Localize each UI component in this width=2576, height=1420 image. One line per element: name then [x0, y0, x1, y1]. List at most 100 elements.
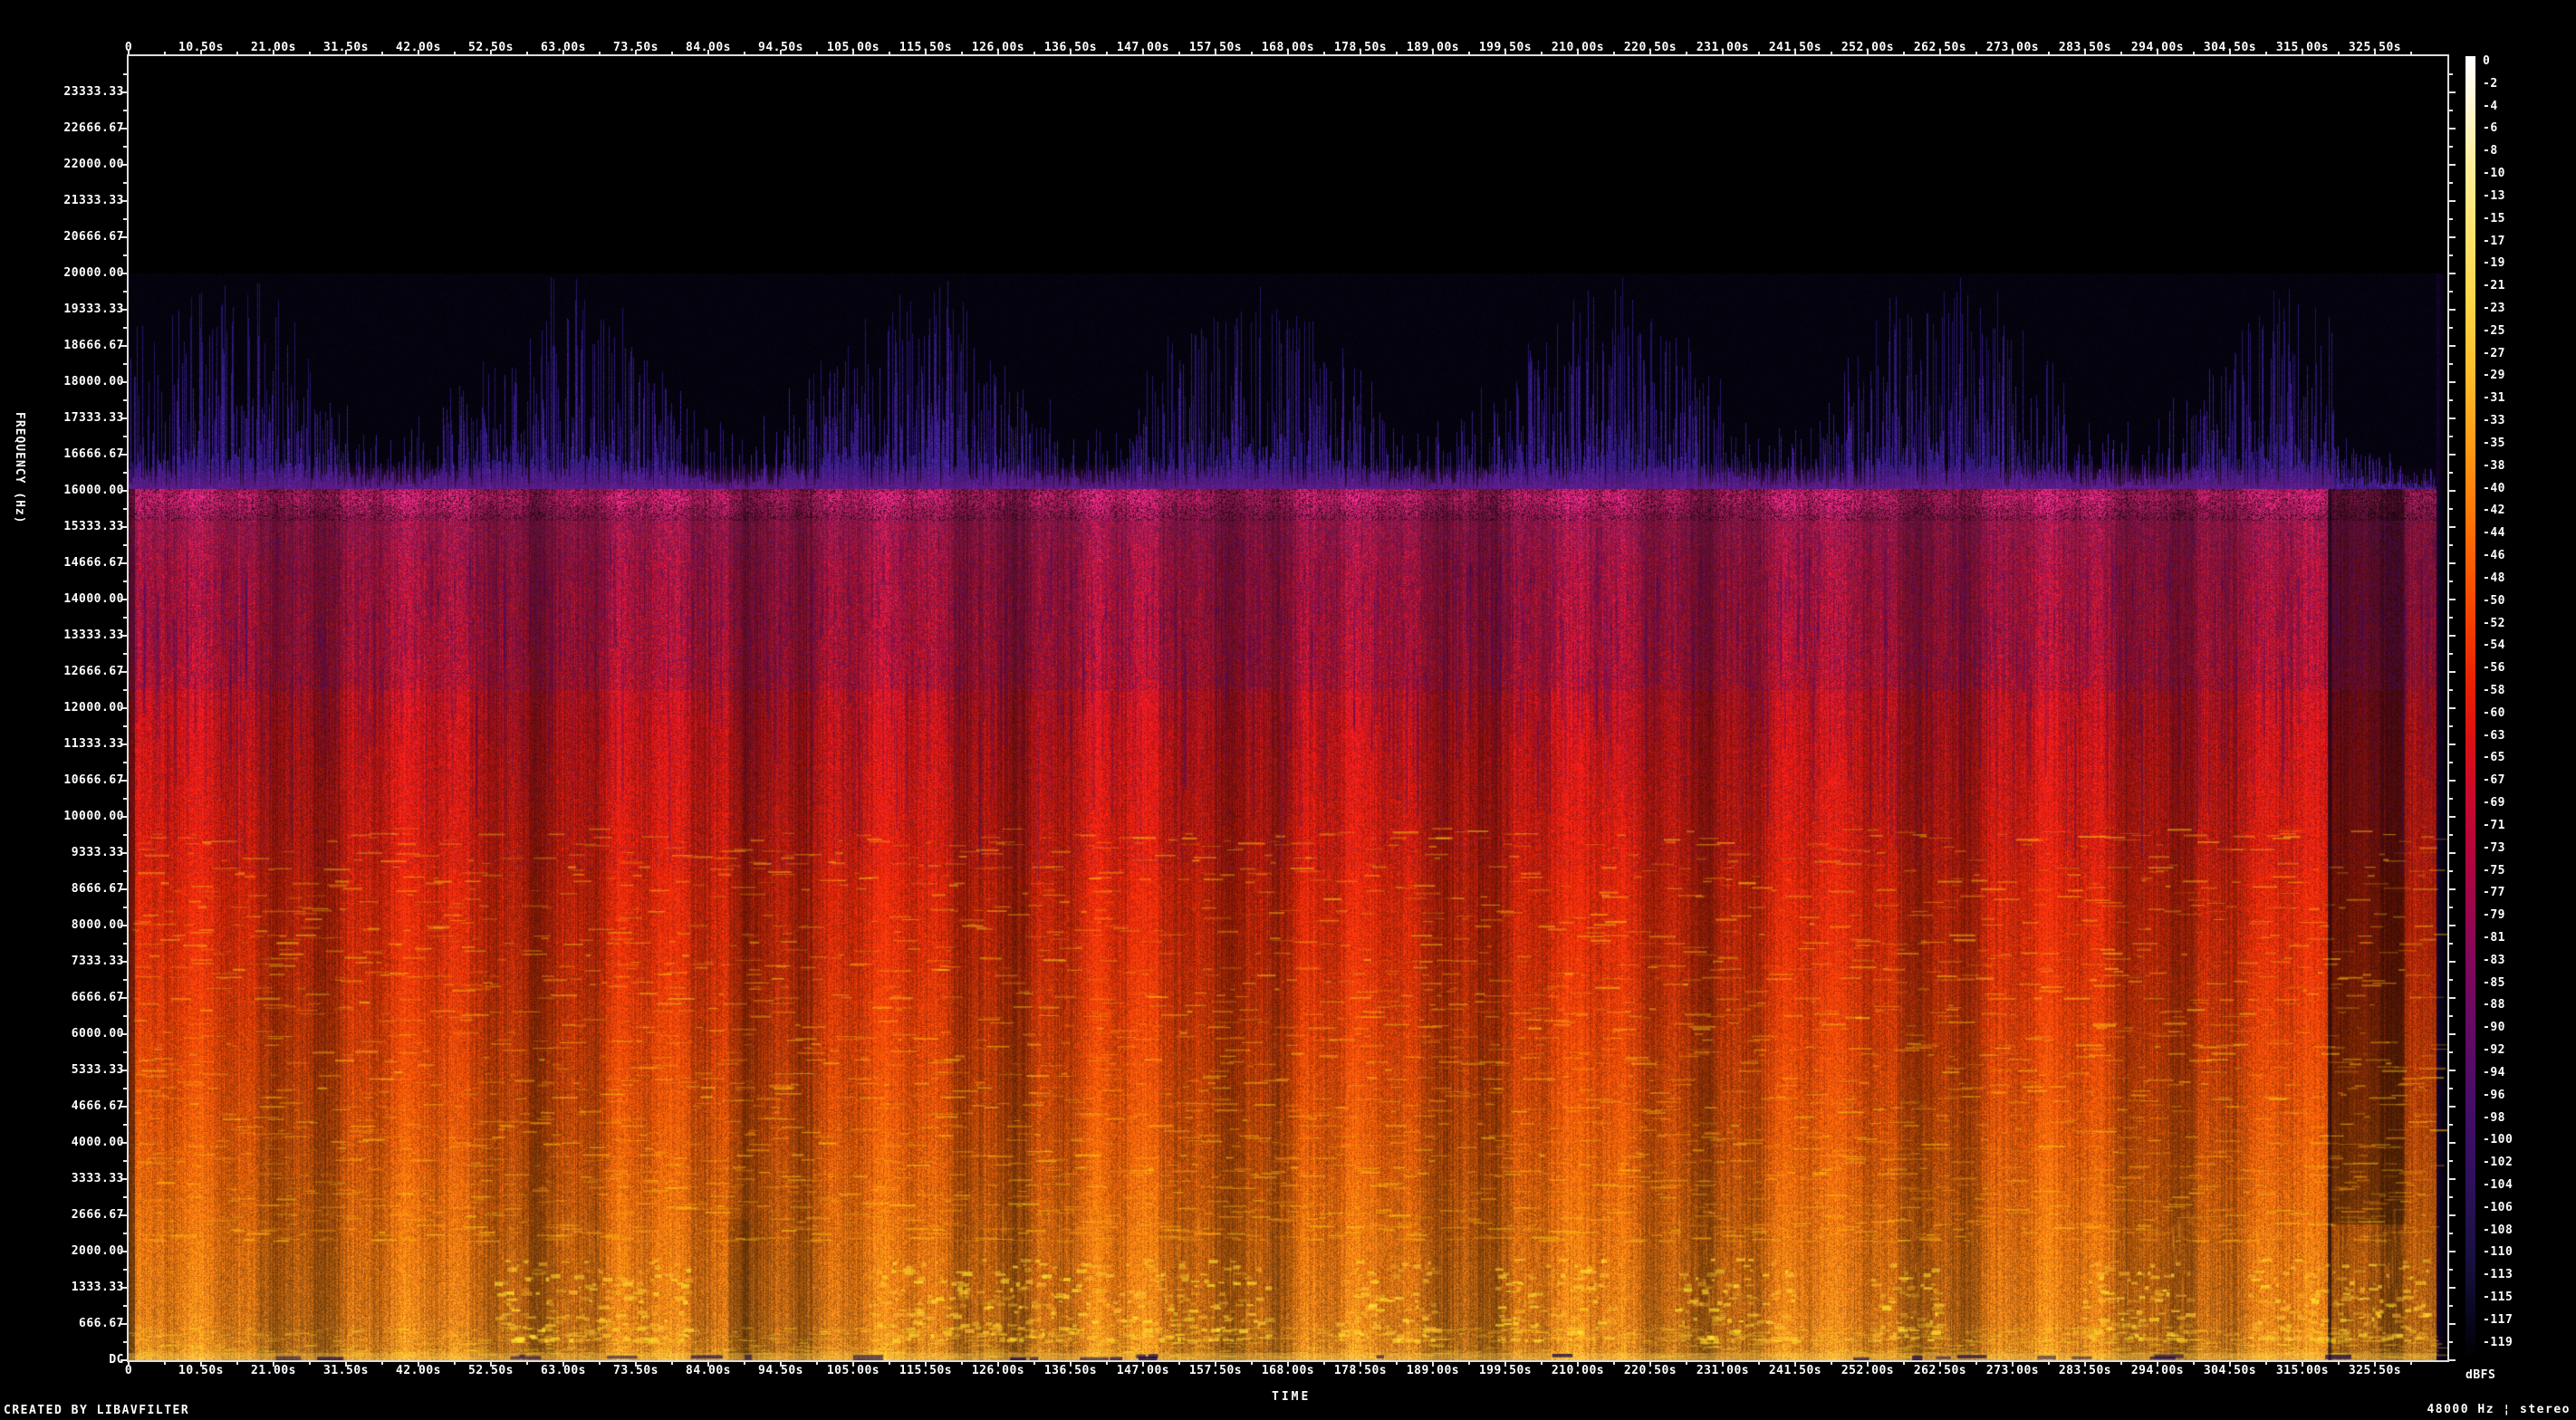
- tick-mark: [1323, 1361, 1325, 1365]
- tick-mark: [925, 1361, 927, 1367]
- tick-mark: [345, 50, 347, 55]
- tick-mark: [2229, 50, 2231, 55]
- time-tick-label: 178.50s: [1333, 1364, 1388, 1377]
- tick-mark: [1178, 52, 1180, 55]
- tick-mark: [164, 1361, 166, 1365]
- tick-mark: [2338, 1361, 2340, 1365]
- time-tick-label: 94.50s: [758, 1364, 803, 1377]
- tick-mark: [123, 798, 127, 800]
- freq-tick-label: 20666.67: [63, 230, 124, 244]
- tick-mark: [123, 544, 127, 546]
- tick-mark: [744, 52, 745, 55]
- dbfs-tick-label: -27: [2483, 346, 2505, 360]
- time-tick-label: 199.50s: [1478, 41, 1533, 54]
- tick-mark: [2449, 888, 2456, 890]
- tick-mark: [671, 52, 673, 55]
- time-tick-label: 189.00s: [1406, 41, 1460, 54]
- tick-mark: [120, 164, 127, 166]
- freq-tick-label: 20000.00: [63, 266, 124, 280]
- time-tick-label: 31.50s: [323, 41, 369, 54]
- tick-mark: [454, 1361, 456, 1365]
- tick-mark: [123, 617, 127, 619]
- tick-mark: [889, 1361, 890, 1365]
- tick-mark: [2048, 1361, 2050, 1365]
- tick-mark: [2449, 979, 2453, 981]
- tick-mark: [1867, 1361, 1869, 1367]
- tick-mark: [2449, 780, 2456, 782]
- tick-mark: [816, 1361, 818, 1365]
- dbfs-tick-label: -63: [2483, 728, 2505, 743]
- tick-mark: [120, 744, 127, 745]
- tick-mark: [164, 52, 166, 55]
- tick-mark: [2449, 454, 2456, 456]
- tick-mark: [120, 1323, 127, 1325]
- tick-mark: [2449, 182, 2453, 184]
- tick-mark: [120, 345, 127, 347]
- tick-mark: [2449, 218, 2453, 220]
- tick-mark: [2449, 436, 2453, 437]
- freq-tick-label: 14000.00: [63, 592, 124, 606]
- dbfs-tick-label: -21: [2483, 279, 2505, 293]
- tick-mark: [120, 1070, 127, 1071]
- tick-mark: [454, 52, 456, 55]
- freq-tick-label: 18666.67: [63, 339, 124, 352]
- tick-mark: [123, 472, 127, 474]
- tick-mark: [128, 1361, 130, 1367]
- time-tick-label: 147.00s: [1116, 41, 1170, 54]
- tick-mark: [2449, 562, 2456, 564]
- time-tick-label: 126.00s: [971, 1364, 1025, 1377]
- dbfs-tick-label: -25: [2483, 323, 2505, 338]
- tick-mark: [2449, 744, 2456, 745]
- time-tick-label: 157.50s: [1188, 1364, 1243, 1377]
- tick-mark: [2449, 1070, 2456, 1071]
- tick-mark: [526, 1361, 528, 1365]
- tick-mark: [1577, 1361, 1579, 1367]
- tick-mark: [1649, 50, 1651, 55]
- time-tick-label: 210.00s: [1551, 41, 1605, 54]
- tick-mark: [2157, 1361, 2158, 1367]
- tick-mark: [123, 327, 127, 329]
- tick-mark: [2449, 671, 2456, 673]
- tick-mark: [2449, 146, 2453, 148]
- time-tick-label: 52.50s: [468, 1364, 514, 1377]
- tick-mark: [123, 1015, 127, 1017]
- time-tick-label: 0: [124, 1364, 133, 1377]
- time-tick-label: 304.50s: [2203, 41, 2257, 54]
- tick-mark: [123, 943, 127, 945]
- freq-tick-label: 6666.67: [71, 991, 124, 1004]
- tick-mark: [2449, 309, 2456, 311]
- freq-tick-label: 13333.33: [63, 628, 124, 642]
- tick-mark: [2157, 50, 2158, 55]
- tick-mark: [2012, 50, 2014, 55]
- time-tick-label: 52.50s: [468, 41, 514, 54]
- freq-tick-label: 10666.67: [63, 773, 124, 787]
- spectrogram-heatmap: [129, 56, 2447, 1360]
- freq-tick-label: 18000.00: [63, 375, 124, 389]
- freq-tick-label: 8666.67: [71, 882, 124, 896]
- tick-mark: [418, 1361, 419, 1367]
- dbfs-tick-label: -52: [2483, 616, 2505, 630]
- freq-tick-label: 12000.00: [63, 701, 124, 715]
- freq-tick-label: 3333.33: [71, 1172, 124, 1185]
- tick-mark: [1106, 1361, 1108, 1365]
- dbfs-tick-label: -104: [2483, 1178, 2514, 1192]
- freq-tick-label: 22666.67: [63, 121, 124, 135]
- time-tick-label: 294.00s: [2130, 1364, 2185, 1377]
- tick-mark: [2449, 363, 2453, 365]
- tick-mark: [1613, 1361, 1615, 1365]
- tick-mark: [2449, 816, 2456, 818]
- tick-mark: [2449, 526, 2456, 528]
- tick-mark: [123, 870, 127, 872]
- creator-credit: CREATED BY LIBAVFILTER: [4, 1404, 190, 1417]
- time-tick-label: 220.50s: [1623, 41, 1677, 54]
- tick-mark: [123, 834, 127, 836]
- freq-tick-label: 4000.00: [71, 1136, 124, 1149]
- time-tick-label: 42.00s: [396, 41, 441, 54]
- dbfs-tick-label: -44: [2483, 526, 2505, 541]
- tick-mark: [1251, 1361, 1253, 1365]
- tick-mark: [120, 454, 127, 456]
- tick-mark: [2120, 52, 2122, 55]
- dbfs-tick-label: -83: [2483, 953, 2505, 967]
- tick-mark: [2449, 1305, 2453, 1307]
- tick-mark: [120, 309, 127, 311]
